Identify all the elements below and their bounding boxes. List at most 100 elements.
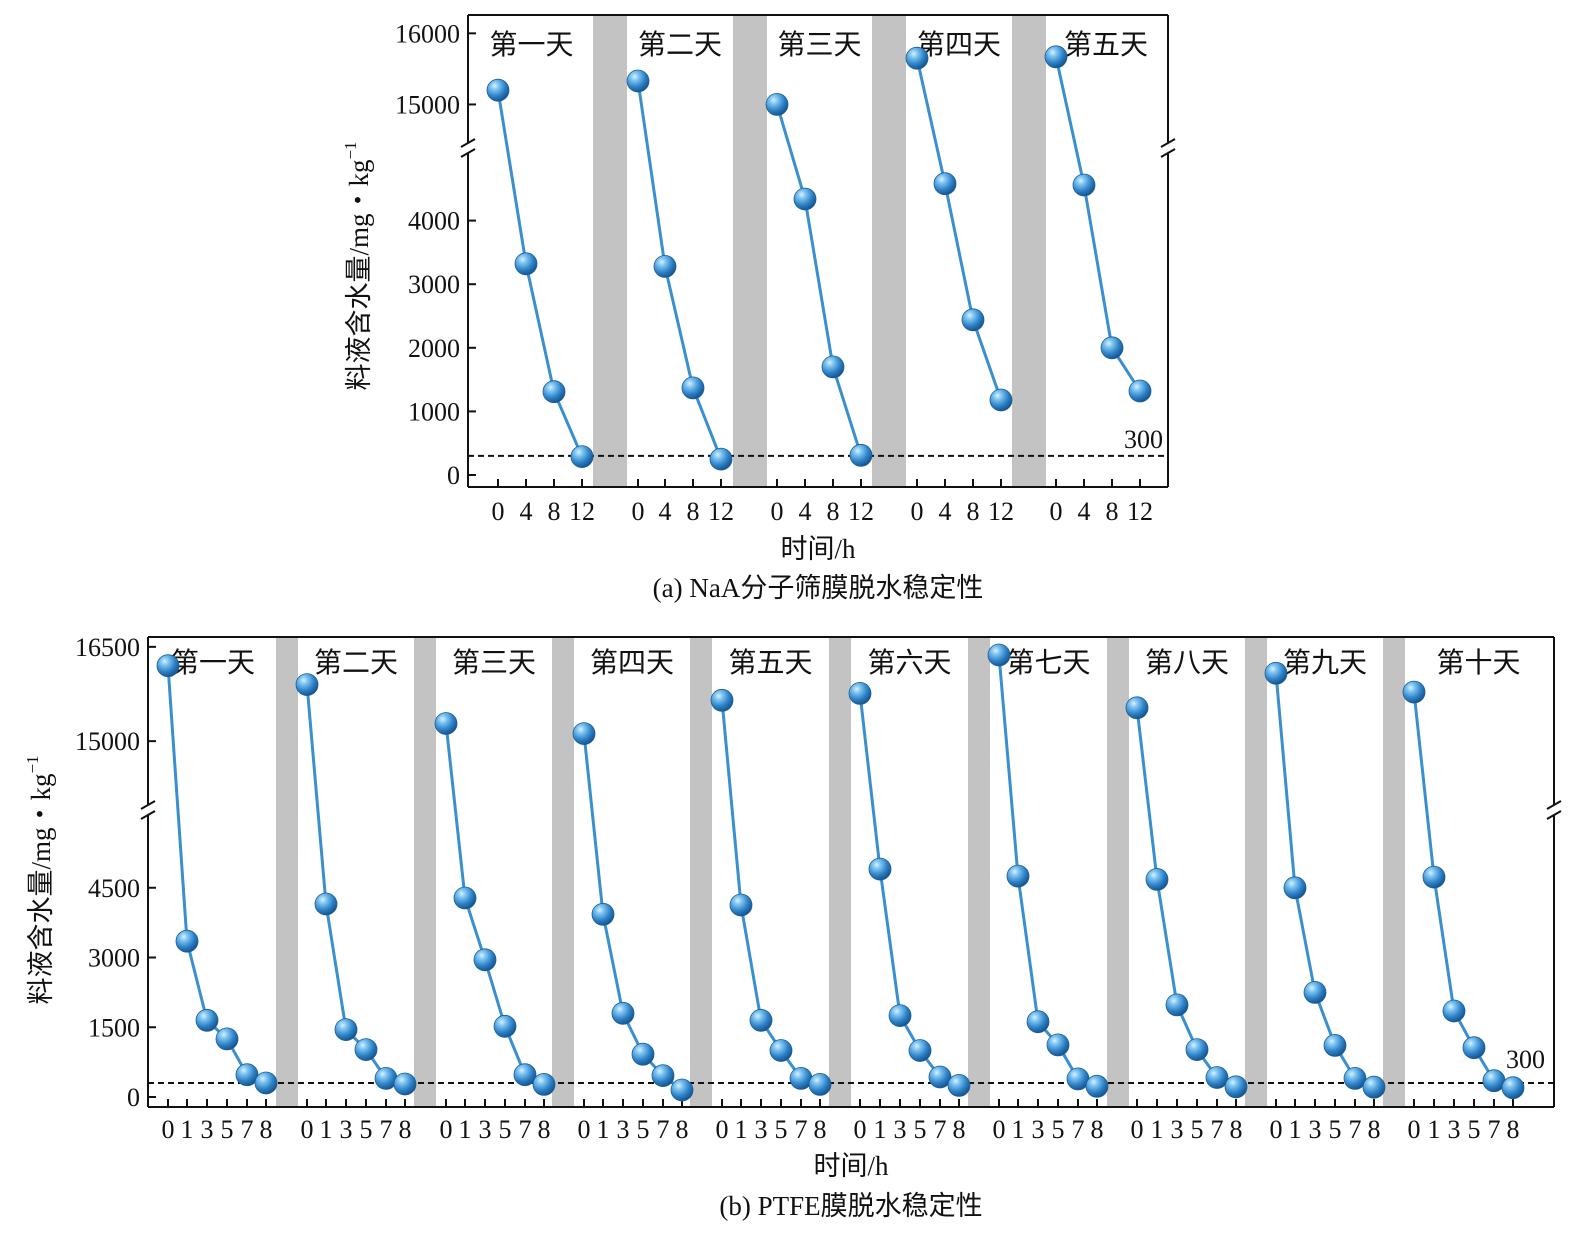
- x-tick-label: 1: [459, 1115, 472, 1144]
- x-tick-label: 8: [953, 1115, 966, 1144]
- axis-break-mark: [140, 810, 156, 820]
- data-point: [848, 682, 872, 705]
- x-tick-label: 7: [657, 1115, 670, 1144]
- data-point: [195, 1008, 219, 1032]
- y-tick-label: 15000: [395, 90, 460, 119]
- day-label: 第九天: [1283, 647, 1367, 679]
- series-line: [1054, 56, 1142, 392]
- series-line: [775, 103, 863, 456]
- x-tick-label: 7: [1072, 1115, 1085, 1144]
- day-label: 第二天: [314, 647, 398, 679]
- data-point: [1072, 173, 1096, 197]
- x-tick-label: 12: [848, 497, 874, 526]
- day-label: 第三天: [777, 29, 861, 61]
- x-tick-label: 5: [360, 1115, 373, 1144]
- data-point: [453, 886, 477, 910]
- data-point: [542, 380, 566, 404]
- caption-b: (b) PTFE膜脱水稳定性: [719, 1191, 982, 1221]
- data-point: [1026, 1010, 1050, 1034]
- data-point: [793, 187, 817, 211]
- x-tick-label: 7: [934, 1115, 947, 1144]
- data-point: [334, 1018, 358, 1041]
- x-tick-label: 5: [1052, 1115, 1065, 1144]
- data-point: [1006, 864, 1030, 888]
- data-point: [1422, 865, 1446, 889]
- data-point: [215, 1027, 239, 1051]
- x-tick-label: 1: [320, 1115, 333, 1144]
- x-tick-label: 8: [1106, 497, 1119, 526]
- data-point: [434, 712, 458, 735]
- data-point: [709, 447, 733, 471]
- day-separator: [1107, 638, 1129, 1107]
- series-line: [305, 684, 406, 1086]
- day-label: 第六天: [867, 647, 951, 679]
- day-label: 第十天: [1436, 647, 1520, 679]
- data-point: [626, 69, 650, 93]
- x-tick-label: 1: [1289, 1115, 1302, 1144]
- x-tick-label: 4: [520, 497, 533, 526]
- day-label: 第一天: [489, 29, 573, 61]
- x-tick-label: 12: [708, 497, 734, 526]
- x-axis-title: 时间/h: [813, 1151, 889, 1181]
- data-point: [1165, 993, 1189, 1017]
- data-point: [314, 892, 338, 916]
- x-tick-label: 8: [967, 497, 980, 526]
- day-label: 第八天: [1145, 647, 1229, 679]
- data-point: [235, 1063, 259, 1087]
- data-point: [989, 388, 1013, 412]
- panel-b-chart: 30001500300045001500016500料液含水量/mg・kg−1时…: [23, 633, 1562, 1181]
- day-separator: [414, 638, 436, 1107]
- data-point: [888, 1004, 912, 1027]
- x-tick-label: 0: [440, 1115, 453, 1144]
- x-tick-label: 8: [814, 1115, 827, 1144]
- data-point: [769, 1039, 793, 1062]
- y-axis-title-text: 料液含水量/mg・kg: [344, 160, 374, 391]
- x-tick-label: 5: [914, 1115, 927, 1144]
- reference-label: 300: [1506, 1045, 1545, 1074]
- x-tick-label: 0: [1270, 1115, 1283, 1144]
- data-point: [933, 172, 957, 196]
- x-tick-label: 0: [911, 497, 924, 526]
- day-label: 第二天: [638, 29, 722, 61]
- y-tick-label: 1500: [88, 1013, 140, 1042]
- day-separator: [276, 638, 298, 1107]
- data-point: [572, 722, 596, 745]
- x-tick-label: 0: [1050, 497, 1063, 526]
- x-tick-label: 3: [201, 1115, 214, 1144]
- x-tick-label: 0: [632, 497, 645, 526]
- x-tick-label: 5: [499, 1115, 512, 1144]
- axis-break-mark: [1160, 138, 1176, 148]
- data-point: [175, 929, 199, 953]
- x-tick-label: 4: [659, 497, 672, 526]
- data-point: [486, 78, 510, 102]
- x-tick-label: 0: [301, 1115, 314, 1144]
- data-point: [928, 1065, 952, 1089]
- data-point: [1362, 1075, 1386, 1099]
- x-tick-label: 4: [799, 497, 812, 526]
- y-tick-label: 16500: [75, 633, 140, 662]
- day-separator: [593, 16, 627, 487]
- day-separator: [733, 16, 767, 487]
- data-point: [651, 1064, 675, 1087]
- data-point: [1462, 1036, 1486, 1060]
- data-point: [295, 673, 319, 696]
- data-point: [987, 643, 1011, 667]
- data-point: [1501, 1076, 1525, 1100]
- axis-break-mark: [1160, 148, 1176, 158]
- data-point: [374, 1067, 398, 1090]
- data-point: [514, 252, 538, 276]
- data-point: [1044, 45, 1068, 69]
- x-tick-label: 0: [716, 1115, 729, 1144]
- x-tick-label: 5: [1191, 1115, 1204, 1144]
- x-tick-label: 0: [492, 497, 505, 526]
- x-tick-label: 5: [221, 1115, 234, 1144]
- data-point: [1264, 661, 1288, 685]
- x-tick-label: 0: [854, 1115, 867, 1144]
- y-tick-label: 0: [447, 461, 460, 490]
- axis-break-mark: [1546, 810, 1562, 820]
- data-point: [1283, 876, 1307, 900]
- x-tick-label: 7: [380, 1115, 393, 1144]
- y-tick-label: 15000: [75, 727, 140, 756]
- x-tick-label: 5: [637, 1115, 650, 1144]
- x-tick-label: 7: [1488, 1115, 1501, 1144]
